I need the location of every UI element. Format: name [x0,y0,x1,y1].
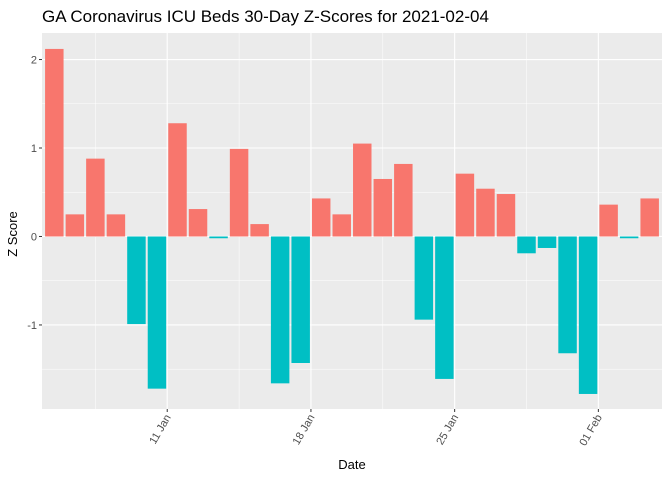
bar [188,209,208,237]
bar [106,214,126,237]
bar [394,163,413,237]
bar-series [45,48,659,394]
bar [86,158,105,237]
bar [578,236,598,394]
bar [599,204,618,237]
x-tick-label: 18 Jan [291,413,318,448]
y-tick-label: -1 [27,320,37,332]
bar [619,236,639,239]
bar [640,198,659,237]
bar [291,236,310,363]
bar [373,178,393,237]
y-tick-label: 2 [31,55,37,67]
x-tick-label: 11 Jan [147,413,174,447]
bar [558,236,577,354]
y-axis: -1 0 1 2 [27,55,42,332]
x-tick-label: 25 Jan [434,413,461,448]
bar [496,194,516,237]
y-axis-title: Z Score [5,211,20,257]
x-tick-label: 01 Feb [577,413,605,449]
chart-title: GA Coronavirus ICU Beds 30-Day Z-Scores … [42,7,489,26]
bar [250,224,269,237]
x-axis-title: Date [338,457,365,472]
bar [209,236,228,239]
bar [332,214,351,237]
bar [45,48,64,237]
bar [414,236,434,320]
bar [435,236,454,379]
bar [517,236,536,254]
bar [353,143,372,237]
bar [270,236,290,384]
bar [311,198,331,237]
bar [127,236,146,325]
y-tick-label: 0 [31,231,37,243]
bar [229,148,249,237]
bar [476,188,495,237]
bar [455,173,475,237]
bar [168,123,187,237]
x-axis: 11 Jan 18 Jan 25 Jan 01 Feb [147,409,605,448]
bar [65,214,85,237]
bar [537,236,557,248]
y-tick-label: 1 [31,143,37,155]
bar [147,236,167,389]
